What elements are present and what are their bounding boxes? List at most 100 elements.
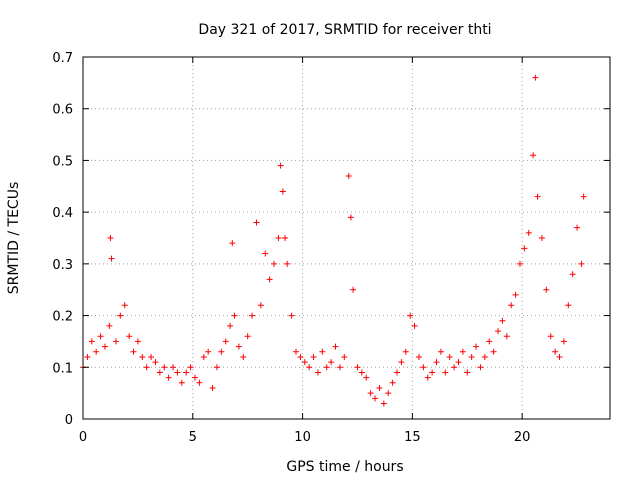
data-point	[235, 343, 242, 350]
data-point	[367, 390, 374, 397]
data-point	[363, 374, 370, 381]
data-point	[530, 152, 537, 159]
data-point	[512, 291, 519, 298]
data-point	[354, 364, 361, 371]
data-point	[468, 353, 475, 360]
data-point	[161, 364, 168, 371]
data-point	[580, 193, 587, 200]
y-tick-label: 0.1	[52, 361, 73, 376]
data-point	[249, 312, 256, 319]
data-point	[231, 312, 238, 319]
data-point	[209, 384, 216, 391]
y-tick-label: 0.7	[52, 51, 73, 66]
data-point	[170, 364, 177, 371]
data-point	[372, 395, 379, 402]
data-point	[495, 328, 502, 335]
data-point	[218, 348, 225, 355]
y-tick-label: 0.2	[52, 310, 73, 325]
data-point	[332, 343, 339, 350]
data-point	[200, 353, 207, 360]
data-point	[297, 353, 304, 360]
data-point	[229, 240, 236, 247]
data-point	[336, 364, 343, 371]
data-point	[398, 359, 405, 366]
data-point	[442, 369, 449, 376]
data-point	[473, 343, 480, 350]
data-point	[275, 235, 282, 241]
data-point	[213, 364, 220, 371]
data-point	[174, 369, 181, 376]
data-point	[257, 302, 264, 309]
data-point	[429, 369, 436, 376]
data-point	[358, 369, 365, 376]
grid	[83, 57, 610, 419]
data-point	[262, 250, 269, 257]
data-point	[569, 271, 576, 278]
data-points	[80, 74, 587, 407]
data-point	[292, 348, 299, 355]
x-tick-label: 5	[189, 430, 197, 445]
data-point	[459, 348, 466, 355]
data-point	[437, 348, 444, 355]
data-point	[415, 353, 422, 360]
data-point	[534, 193, 541, 200]
data-point	[191, 374, 198, 381]
data-point	[543, 286, 550, 293]
data-point	[178, 379, 185, 386]
data-point	[477, 364, 484, 371]
data-point	[196, 379, 203, 386]
data-point	[376, 384, 383, 391]
data-point	[547, 333, 554, 340]
data-point	[323, 364, 330, 371]
data-point	[205, 348, 212, 355]
data-point	[319, 348, 326, 355]
data-point	[347, 214, 354, 221]
data-point	[271, 260, 278, 267]
x-tick-label: 0	[79, 430, 87, 445]
y-tick-label: 0.4	[52, 206, 73, 221]
data-point	[284, 260, 291, 267]
data-point	[402, 348, 409, 355]
x-tick-label: 20	[514, 430, 531, 445]
data-point	[117, 312, 124, 319]
data-point	[565, 302, 572, 309]
data-point	[350, 286, 357, 293]
plot-frame	[82, 56, 611, 420]
data-point	[525, 229, 532, 236]
data-point	[508, 302, 515, 309]
y-tick-label: 0.6	[52, 103, 73, 118]
data-point	[411, 322, 418, 329]
data-point	[451, 364, 458, 371]
data-point	[152, 359, 159, 366]
data-point	[574, 224, 581, 231]
data-point	[394, 369, 401, 376]
y-tick-label: 0	[65, 413, 73, 428]
data-point	[385, 390, 392, 397]
data-point	[420, 364, 427, 371]
data-point	[93, 348, 100, 355]
data-point	[389, 379, 396, 386]
axis-ticks: 0 0.1 0.2 0.3 0.4 0.5 0.6 0.7 0 5 10 15 20	[52, 51, 610, 445]
data-point	[84, 353, 91, 360]
data-point	[240, 353, 247, 360]
data-point	[101, 343, 108, 350]
data-point	[314, 369, 321, 376]
data-point	[121, 302, 128, 309]
data-point	[578, 260, 585, 267]
data-point	[310, 353, 317, 360]
data-point	[130, 348, 137, 355]
data-point	[244, 333, 251, 340]
data-point	[253, 219, 260, 226]
data-point	[481, 353, 488, 360]
data-point	[301, 359, 308, 366]
data-point	[266, 276, 273, 283]
data-point	[424, 374, 431, 381]
data-point	[490, 348, 497, 355]
data-point	[328, 359, 335, 366]
data-point	[306, 364, 313, 371]
data-point	[486, 338, 493, 345]
data-point	[556, 353, 563, 360]
data-point	[134, 338, 141, 345]
